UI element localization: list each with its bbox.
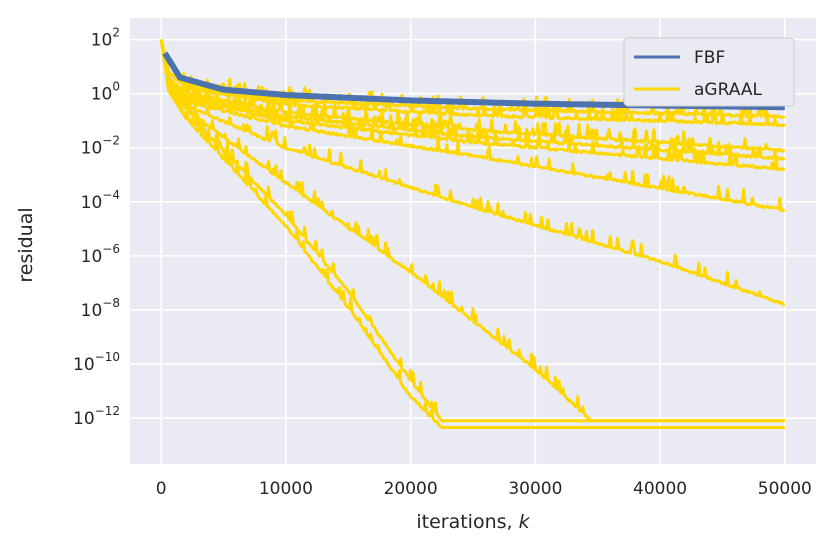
legend-label-agraal: aGRAAL [694, 80, 762, 100]
x-tick-label: 0 [156, 479, 167, 499]
y-tick-label: 100 [91, 80, 120, 105]
legend: FBF aGRAAL [623, 37, 795, 107]
y-axis-label: residual [15, 207, 37, 282]
series-line-agraal [159, 39, 786, 429]
y-tick-label: 10−12 [73, 404, 120, 429]
series-line-agraal [159, 39, 786, 153]
y-axis-ticks: 102 100 10−2 10−4 10−6 10−8 10−10 10−12 [73, 26, 120, 429]
y-tick-label: 10−10 [73, 350, 120, 375]
x-tick-label: 40000 [633, 479, 687, 499]
y-tick-label: 10−8 [81, 296, 120, 321]
x-tick-label: 30000 [508, 479, 562, 499]
series-layer [159, 39, 787, 429]
y-tick-label: 102 [91, 26, 120, 51]
x-tick-label: 20000 [384, 479, 438, 499]
series-line-agraal [159, 39, 786, 172]
y-tick-label: 10−6 [81, 242, 120, 267]
x-axis-label: iterations, k [416, 511, 530, 533]
y-tick-label: 10−4 [81, 188, 120, 213]
y-tick-label: 10−2 [81, 134, 120, 159]
x-axis-ticks: 0 10000 20000 30000 40000 50000 [156, 479, 812, 499]
series-line-agraal [159, 39, 786, 213]
series-line-agraal [159, 39, 786, 307]
x-tick-label: 10000 [259, 479, 313, 499]
series-line-agraal [159, 39, 786, 128]
legend-label-fbf: FBF [694, 48, 725, 68]
x-tick-label: 50000 [758, 479, 812, 499]
